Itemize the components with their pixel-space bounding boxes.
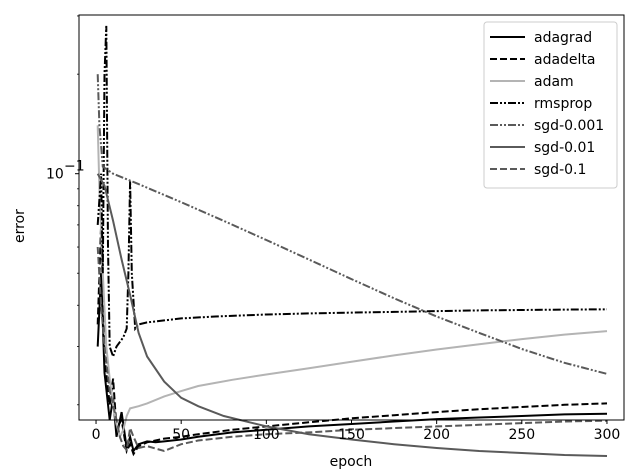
legend-label-adagrad: adagrad [534,30,592,46]
x-axis-label: epoch [330,454,373,470]
plot-lines [96,25,608,457]
legend-label-sgd-0.01: sgd-0.01 [534,140,595,156]
legend-label-adam: adam [534,74,574,90]
y-axis-label: error [12,209,28,243]
legend: adagrad adadelta adam rmsprop sgd-0.001 sgd-0… [483,21,618,189]
y-axis-ticks: 10 −1 [46,15,85,406]
y-tick-label-exponent: −1 [64,159,85,175]
series-line-sgd-0.1 [96,246,608,453]
legend-label-adadelta: adadelta [534,52,596,68]
x-tick-label: 50 [172,427,190,443]
series-line-adadelta [96,224,608,457]
x-tick-label: 200 [423,427,450,443]
x-tick-label: 100 [253,427,280,443]
legend-label-rmsprop: rmsprop [534,96,592,112]
y-tick-label: 10 [46,167,64,183]
series-line-sgd-0.01 [96,173,608,457]
legend-items: adagrad adadelta adam rmsprop sgd-0.001 sgd-0… [490,30,604,178]
x-tick-label: 250 [508,427,535,443]
x-tick-label: 300 [594,427,621,443]
legend-label-sgd-0.1: sgd-0.1 [534,162,586,178]
x-axis-ticks: 0 50 100 150 200 250 300 [92,420,621,443]
series-line-rmsprop [96,25,608,360]
legend-label-sgd-0.001: sgd-0.001 [534,118,604,134]
x-tick-label: 0 [92,427,101,443]
x-tick-label: 150 [338,427,365,443]
series-line-adam [96,125,608,440]
series-line-sgd-0.001 [96,74,608,375]
